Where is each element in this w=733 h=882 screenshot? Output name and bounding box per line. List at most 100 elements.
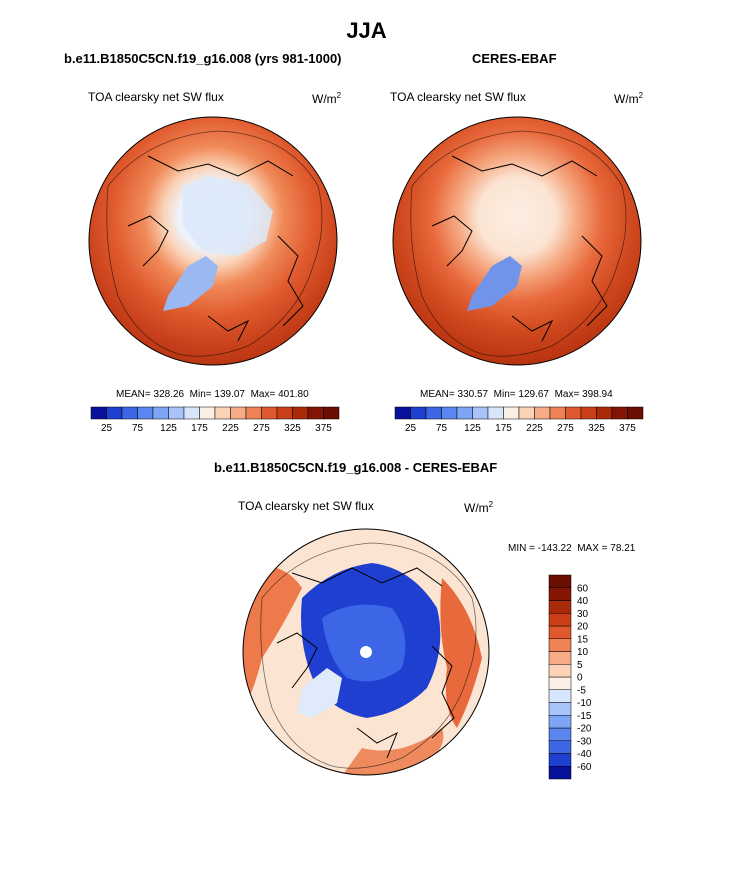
colorbar-tick-label: 75 [132, 423, 144, 434]
colorbar-swatch [548, 638, 572, 652]
colorbar-swatch [548, 587, 572, 601]
colorbar-swatch [137, 406, 154, 420]
coastlines [127, 155, 304, 342]
colorbar-swatch [548, 600, 572, 614]
map-diff [242, 528, 490, 776]
colorbar-tick-label: -15 [577, 711, 592, 722]
colorbar-swatch [548, 664, 572, 678]
colorbar-swatch [518, 406, 535, 420]
colorbar-swatch [548, 676, 572, 690]
arctic-ice-region [183, 176, 273, 256]
diff-units: W/m2 [464, 500, 494, 515]
colorbar-swatch [152, 406, 169, 420]
panel-model-units: W/m2 [312, 91, 342, 106]
panel-obs-variable: TOA clearsky net SW flux [390, 90, 526, 104]
map-model [88, 116, 338, 366]
colorbar-swatch [548, 715, 572, 729]
colorbar-swatch [323, 406, 340, 420]
colorbar-obs: 25 75 125 175 225 275 325 375 [394, 406, 644, 434]
colorbar-swatch [503, 406, 520, 420]
colorbar-tick-label: 0 [577, 673, 583, 684]
colorbar-tick-label: 325 [588, 423, 605, 434]
colorbar-tick-label: -60 [577, 762, 592, 773]
colorbar-tick-label: -5 [577, 685, 586, 696]
colorbar-swatch [580, 406, 597, 420]
colorbar-swatch [425, 406, 442, 420]
colorbar-tick-label: 375 [619, 423, 636, 434]
colorbar-swatch [276, 406, 293, 420]
colorbar-tick-label: 175 [495, 423, 512, 434]
colorbar-tick-label: 60 [577, 583, 589, 594]
colorbar-swatch [90, 406, 107, 420]
colorbar-swatch [548, 574, 572, 588]
colorbar-tick-label: 40 [577, 596, 589, 607]
colorbar-swatch [548, 727, 572, 741]
colorbar-model: 25 75 125 175 225 275 325 375 [90, 406, 340, 434]
colorbar-tick-label: -40 [577, 749, 592, 760]
colorbar-tick-label: 25 [405, 423, 417, 434]
colorbar-swatch [596, 406, 613, 420]
colorbar-tick-label: 325 [284, 423, 301, 434]
colorbar-swatch [245, 406, 262, 420]
colorbar-tick-label: 125 [160, 423, 177, 434]
colorbar-swatch [410, 406, 427, 420]
colorbar-tick-label: 5 [577, 660, 583, 671]
colorbar-swatch [121, 406, 138, 420]
colorbar-swatch [627, 406, 644, 420]
colorbar-swatch [472, 406, 489, 420]
panel-obs-units: W/m2 [614, 91, 644, 106]
colorbar-swatch [548, 689, 572, 703]
colorbar-tick-label: 30 [577, 609, 589, 620]
colorbar-swatch [292, 406, 309, 420]
colorbar-swatch [565, 406, 582, 420]
colorbar-swatch [183, 406, 200, 420]
panel-model-stats: MEAN= 328.26 Min= 139.07 Max= 401.80 [116, 389, 309, 400]
colorbar-swatch [548, 613, 572, 627]
colorbar-tick-label: 225 [222, 423, 239, 434]
colorbar-swatch [230, 406, 247, 420]
colorbar-swatch [548, 766, 572, 780]
greenland-region [163, 256, 218, 311]
colorbar-tick-label: 125 [464, 423, 481, 434]
colorbar-swatch [106, 406, 123, 420]
colorbar-swatch [307, 406, 324, 420]
diff-minmax: MIN = -143.22 MAX = 78.21 [508, 543, 636, 554]
colorbar-swatch [394, 406, 411, 420]
pole-marker [360, 646, 372, 658]
coastlines [276, 567, 455, 759]
map-obs [392, 116, 642, 366]
colorbar-tick-label: 375 [315, 423, 332, 434]
colorbar-swatch [548, 702, 572, 716]
colorbar-swatch [487, 406, 504, 420]
greenland-region [467, 256, 522, 311]
panel-model-title: b.e11.B1850C5CN.f19_g16.008 (yrs 981-100… [64, 51, 342, 66]
colorbar-swatch [548, 651, 572, 665]
diff-variable: TOA clearsky net SW flux [238, 499, 374, 513]
colorbar-swatch [456, 406, 473, 420]
colorbar-swatch [214, 406, 231, 420]
panel-model-variable: TOA clearsky net SW flux [88, 90, 224, 104]
colorbar-swatch [534, 406, 551, 420]
panel-obs-stats: MEAN= 330.57 Min= 129.67 Max= 398.94 [420, 389, 613, 400]
colorbar-swatch [549, 406, 566, 420]
colorbar-tick-label: -10 [577, 698, 592, 709]
colorbar-tick-label: 175 [191, 423, 208, 434]
colorbar-tick-label: 25 [101, 423, 113, 434]
colorbar-swatch [441, 406, 458, 420]
colorbar-swatch [548, 753, 572, 767]
colorbar-tick-label: 275 [557, 423, 574, 434]
coastlines [431, 155, 608, 342]
colorbar-swatch [548, 625, 572, 639]
colorbar-tick-label: 20 [577, 622, 589, 633]
colorbar-tick-label: -20 [577, 724, 592, 735]
colorbar-swatch [611, 406, 628, 420]
colorbar-swatch [199, 406, 216, 420]
figure-title: JJA [346, 18, 387, 43]
diff-title: b.e11.B1850C5CN.f19_g16.008 - CERES-EBAF [214, 460, 498, 475]
colorbar-tick-label: 15 [577, 634, 589, 645]
colorbar-swatch [261, 406, 278, 420]
panel-obs-title: CERES-EBAF [472, 51, 557, 66]
colorbar-tick-label: 225 [526, 423, 543, 434]
colorbar-tick-label: 275 [253, 423, 270, 434]
